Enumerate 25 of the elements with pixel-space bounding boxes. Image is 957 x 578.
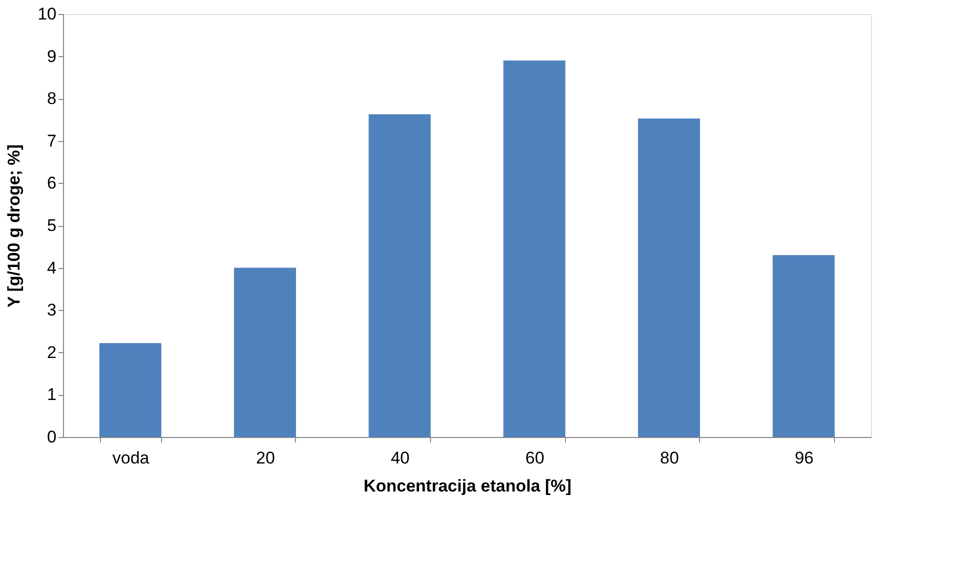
bar — [638, 118, 700, 437]
x-tick-label: 60 — [525, 448, 544, 468]
y-tick-label: 3 — [47, 300, 56, 320]
bar — [503, 60, 566, 437]
y-axis-title: Y [g/100 g droge; %] — [4, 144, 24, 308]
y-tick-label: 6 — [47, 174, 56, 193]
y-tick-label: 8 — [47, 89, 56, 108]
bar — [234, 268, 296, 437]
y-tick-label: 2 — [47, 342, 56, 362]
y-tick-label: 9 — [47, 46, 56, 66]
y-tick-label: 10 — [38, 4, 56, 24]
x-tick-label: 40 — [390, 448, 410, 468]
x-tick-label: 20 — [256, 448, 275, 468]
y-tick-label: 1 — [47, 385, 56, 404]
bar — [772, 255, 835, 437]
bar — [368, 114, 431, 437]
y-tick-label: 7 — [47, 131, 56, 150]
y-tick-label: 5 — [47, 216, 56, 235]
x-tick-label: 80 — [660, 448, 679, 468]
bar — [99, 343, 162, 437]
x-tick-label: 96 — [794, 448, 814, 468]
x-tick-label: voda — [112, 448, 150, 468]
y-tick-label: 4 — [47, 258, 56, 278]
x-axis-title: Koncentracija etanola [%] — [364, 476, 572, 496]
y-tick-label: 0 — [47, 428, 56, 446]
